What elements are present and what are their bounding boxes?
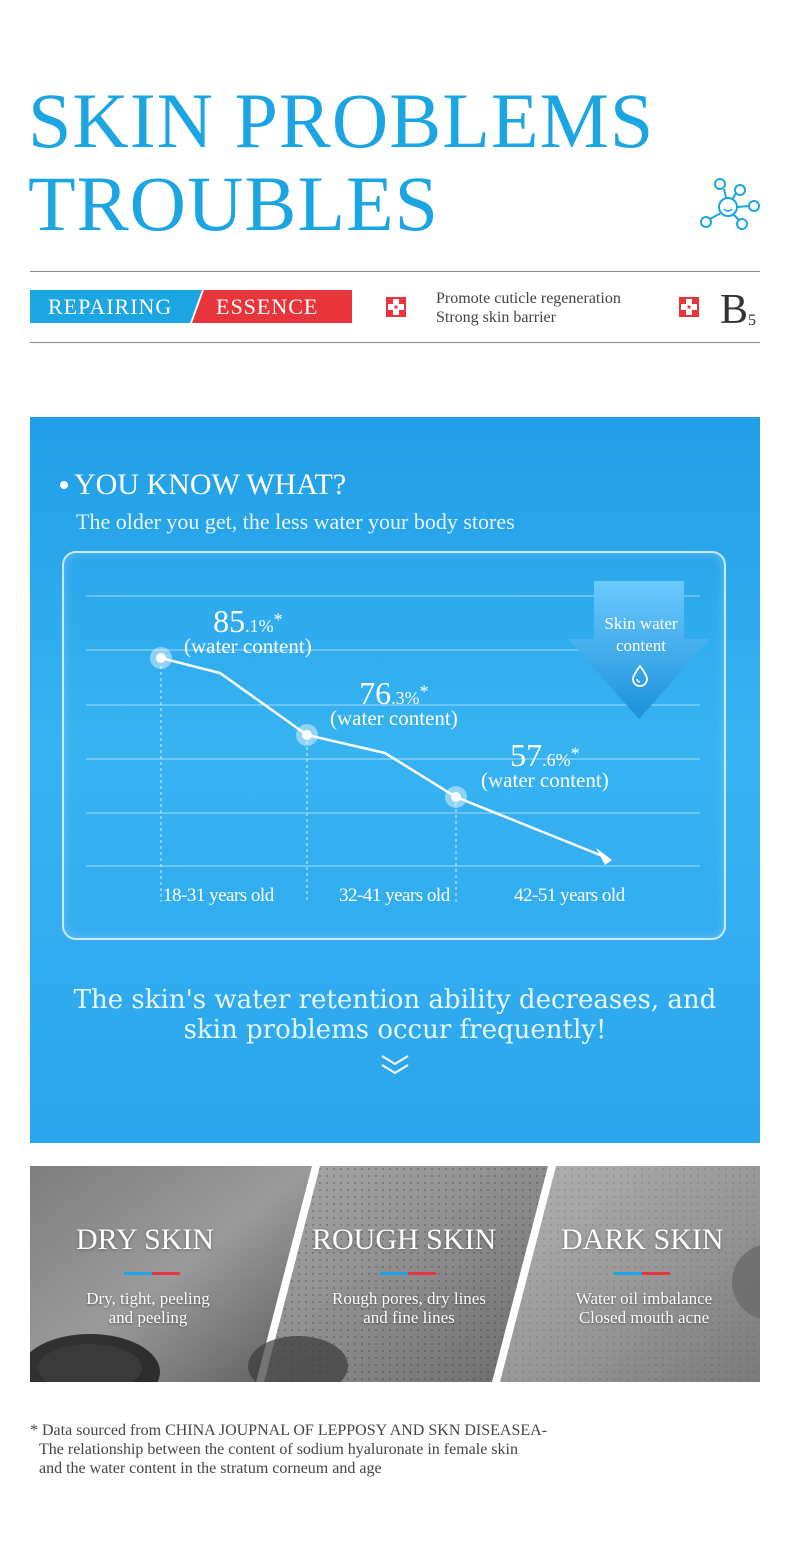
retention-line1: The skin's water retention ability decre…	[73, 985, 717, 1015]
data-point	[445, 786, 467, 808]
trend-arrowhead	[596, 848, 612, 865]
section-heading: YOU KNOW WHAT?	[60, 467, 346, 503]
skin-accent-line	[124, 1272, 180, 1275]
skin-title-dark: DARK SKIN	[561, 1223, 724, 1256]
double-chevron-down-icon	[381, 1055, 409, 1075]
data-label-3: 57.6%* (water content)	[481, 737, 609, 792]
skin-title-rough: ROUGH SKIN	[312, 1223, 497, 1256]
skin-desc-dry: Dry, tight, peeling and peeling	[78, 1289, 218, 1327]
value-caption: (water content)	[184, 634, 312, 658]
skin-desc-line2: and peeling	[108, 1308, 188, 1327]
heading-text: YOU KNOW WHAT?	[74, 468, 347, 501]
chart-frame	[62, 551, 726, 940]
value-caption: (water content)	[330, 706, 458, 730]
b5-letter: B	[720, 287, 749, 333]
skin-accent-line	[614, 1272, 670, 1275]
page-title-line1: SKIN PROBLEMS	[28, 77, 655, 164]
cross-icon	[386, 297, 406, 317]
skin-problems-strip: DRY SKIN Dry, tight, peeling and peeling…	[30, 1166, 760, 1382]
bullet-icon	[60, 481, 68, 490]
water-content-panel: YOU KNOW WHAT? The older you get, the le…	[30, 417, 760, 1143]
value-small: .1%	[245, 616, 274, 636]
skin-desc-line1: Dry, tight, peeling	[86, 1289, 210, 1308]
value-big: 85	[213, 603, 246, 639]
footnote-line1: * Data sourced from CHINA JOUPNAL OF LEP…	[30, 1422, 548, 1439]
tag-repairing: REPAIRING	[48, 294, 173, 319]
footnote: * Data sourced from CHINA JOUPNAL OF LEP…	[30, 1421, 547, 1478]
age-label-3: 42-51 years old	[514, 885, 625, 906]
value-star: *	[570, 743, 580, 764]
value-big: 57	[510, 737, 543, 773]
retention-line2: skin problems occur frequently!	[183, 1015, 607, 1045]
skin-title-dry: DRY SKIN	[76, 1223, 215, 1256]
retention-text: The skin's water retention ability decre…	[30, 985, 760, 1045]
product-tag: REPAIRING ESSENCE	[30, 290, 352, 323]
badge-text: Skin water content	[568, 613, 714, 657]
divider-top	[30, 271, 760, 272]
value-caption: (water content)	[481, 768, 609, 792]
tag-essence: ESSENCE	[216, 294, 319, 319]
skin-accent-line	[380, 1272, 436, 1275]
down-arrow-badge	[568, 581, 710, 719]
data-point	[296, 724, 318, 746]
badge-line2: content	[615, 636, 667, 655]
age-label-2: 32-41 years old	[339, 885, 450, 906]
skin-desc-line2: Closed mouth acne	[578, 1308, 710, 1327]
value-big: 76	[359, 675, 392, 711]
skin-desc-line1: Water oil imbalance	[575, 1289, 713, 1308]
b5-sub: 5	[748, 312, 757, 329]
promo-text: Promote cuticle regeneration Strong skin…	[436, 289, 621, 327]
footnote-line2: The relationship between the content of …	[39, 1441, 518, 1458]
value-small: .3%	[391, 688, 420, 708]
value-star: *	[419, 681, 429, 702]
data-label-1: 85.1%* (water content)	[184, 603, 312, 658]
skin-desc-dark: Water oil imbalance Closed mouth acne	[564, 1289, 724, 1327]
b5-mark: B5	[720, 288, 756, 343]
skin-desc-rough: Rough pores, dry lines and fine lines	[324, 1289, 494, 1327]
value-small: .6%	[542, 750, 571, 770]
divider-bottom	[30, 342, 760, 343]
promo-line1: Promote cuticle regeneration	[436, 290, 621, 307]
tag-background	[30, 290, 352, 323]
cross-icon	[679, 297, 699, 317]
value-star: *	[273, 609, 283, 630]
data-label-2: 76.3%* (water content)	[330, 675, 458, 730]
footnote-line3: and the water content in the stratum cor…	[39, 1460, 382, 1477]
age-label-1: 18-31 years old	[163, 885, 274, 906]
data-point	[150, 647, 172, 669]
skin-desc-line1: Rough pores, dry lines	[332, 1289, 486, 1308]
badge-line1: Skin water	[604, 614, 678, 633]
water-drop-icon	[632, 665, 648, 687]
promo-line2: Strong skin barrier	[436, 309, 556, 326]
section-subheading: The older you get, the less water your b…	[76, 509, 515, 534]
page-title-line2: TROUBLES	[28, 160, 440, 247]
trend-line	[160, 656, 606, 859]
molecule-icon	[700, 178, 760, 230]
skin-desc-line2: and fine lines	[363, 1308, 455, 1327]
